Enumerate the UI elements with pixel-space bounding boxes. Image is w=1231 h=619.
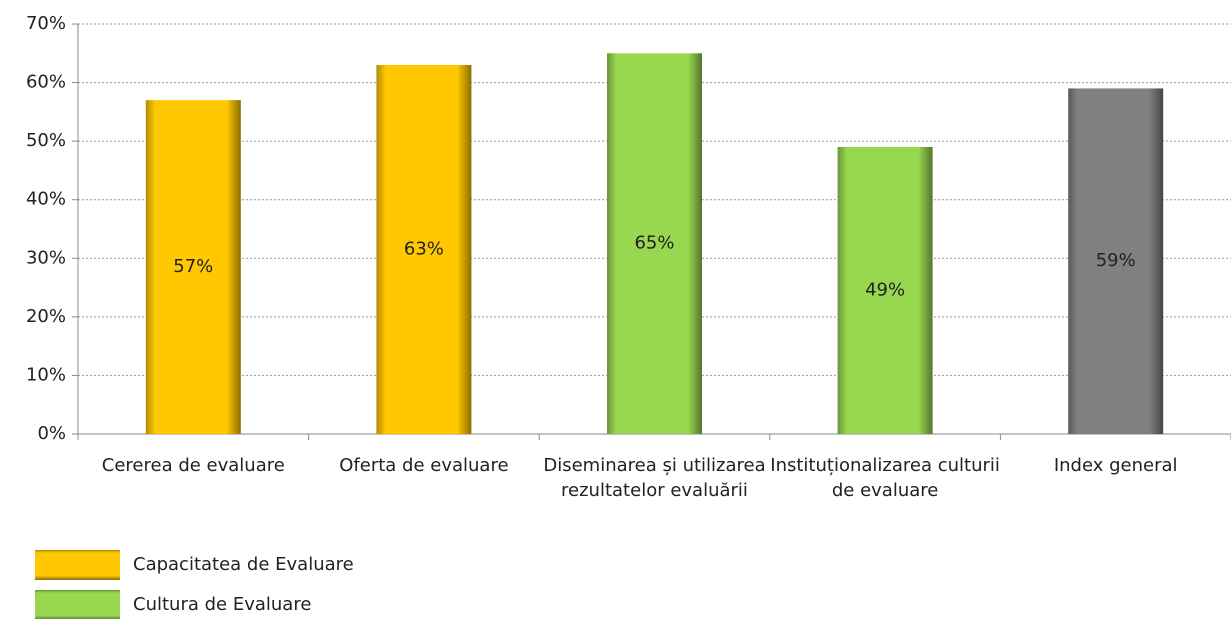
y-tick-label: 30% (26, 247, 66, 268)
bar (376, 65, 472, 434)
legend-swatch (35, 550, 120, 580)
x-tick-label: Diseminarea și utilizarea rezultatelor e… (543, 455, 766, 501)
x-tick-label: Instituționalizarea culturii de evaluare (770, 455, 1000, 501)
x-tick-label: Cererea de evaluare (101, 455, 285, 476)
y-tick-label: 40% (26, 189, 66, 210)
y-tick-label: 20% (26, 306, 66, 327)
y-tick-label: 60% (26, 72, 66, 93)
legend-label: Capacitatea de Evaluare (133, 554, 354, 575)
value-label: 65% (634, 233, 674, 254)
bar (607, 53, 702, 435)
legend-swatch (35, 590, 120, 619)
value-label: 63% (404, 239, 444, 260)
x-tick-label: Oferta de evaluare (339, 455, 509, 476)
value-label: 49% (865, 280, 905, 301)
y-tick-label: 70% (26, 13, 66, 34)
y-tick-label: 50% (26, 130, 66, 151)
bar (837, 147, 933, 434)
value-label: 59% (1096, 250, 1136, 271)
bar (1068, 88, 1164, 434)
y-tick-label: 0% (37, 423, 66, 444)
bar (145, 100, 241, 435)
value-label: 57% (173, 256, 213, 277)
legend-label: Cultura de Evaluare (133, 594, 311, 615)
x-tick-label: Index general (1053, 455, 1178, 476)
y-tick-label: 10% (26, 364, 66, 385)
